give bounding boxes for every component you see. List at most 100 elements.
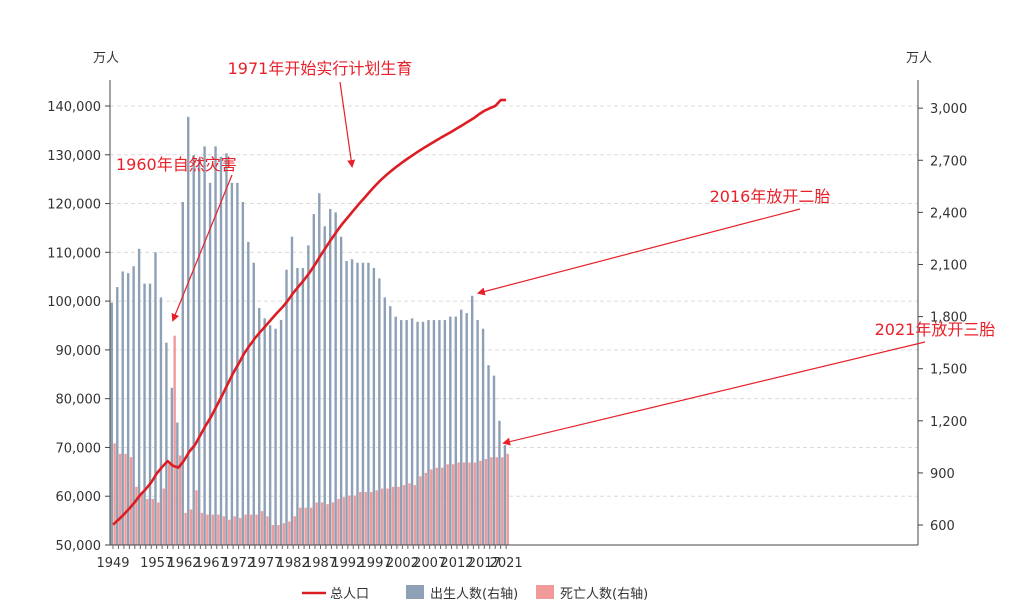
annotation-label: 2021年放开三胎 (875, 320, 996, 339)
legend-label: 死亡人数(右轴) (560, 587, 648, 602)
birth-bar (258, 307, 261, 545)
birth-bar (476, 320, 479, 545)
birth-bar (126, 273, 130, 545)
birth-bar (208, 182, 212, 545)
birth-bar (394, 316, 397, 545)
birth-bar (421, 321, 425, 545)
legend-label: 出生人数(右轴) (430, 587, 518, 602)
birth-bar (165, 342, 168, 545)
death-bar (113, 443, 116, 545)
death-bar (315, 502, 318, 545)
line-series (112, 98, 507, 526)
death-bar (124, 453, 127, 545)
death-bar (484, 459, 488, 545)
left-axis-tick-label: 80,000 (56, 393, 102, 408)
death-bar (244, 514, 247, 545)
x-axis-tick-label: 2021 (490, 556, 523, 571)
birth-bar (432, 320, 436, 545)
death-bar (413, 485, 417, 545)
right-axis-tick-label: 1,800 (930, 311, 967, 326)
death-bar (501, 457, 504, 545)
birth-bar (154, 252, 157, 545)
birth-bar (143, 283, 146, 545)
birth-bar (487, 365, 490, 545)
birth-bar (159, 297, 163, 545)
birth-bar (181, 201, 184, 545)
grid-lines (110, 105, 918, 497)
death-bar (293, 516, 296, 545)
death-bar (309, 507, 313, 545)
death-bar (435, 467, 438, 545)
left-axis-tick-label: 70,000 (56, 441, 102, 456)
left-axis-tick-label: 130,000 (47, 149, 101, 164)
death-bar (288, 521, 291, 545)
death-bar (408, 483, 411, 545)
birth-bar (307, 245, 310, 545)
right-axis-tick-label: 2,700 (930, 154, 967, 169)
birth-bar (345, 261, 348, 545)
death-bar (277, 525, 280, 545)
x-axis-tick-label: 1957 (140, 556, 173, 571)
x-axis-tick-label: 1992 (331, 556, 364, 571)
death-bar (206, 514, 209, 545)
birth-bar (443, 320, 447, 545)
death-bar (457, 462, 460, 545)
death-bar (424, 472, 428, 545)
birth-bar (503, 445, 507, 545)
birth-bar (405, 320, 408, 545)
death-bar (326, 504, 329, 545)
legend-label: 总人口 (330, 587, 369, 602)
annotations: 1971年开始实行计划生育 1960年自然灾害 2016年放开二胎 2021年放开三胎 (116, 59, 996, 446)
birth-bar (498, 420, 501, 545)
birth-bar (470, 295, 474, 545)
death-bar (189, 509, 193, 545)
annotation-label: 1971年开始实行计划生育 (228, 59, 413, 78)
birth-bar (214, 146, 217, 545)
death-bar (178, 455, 182, 545)
death-bar (380, 488, 384, 545)
death-bar (348, 495, 351, 545)
death-bar (299, 507, 302, 545)
left-axis-tick-label: 100,000 (47, 295, 101, 310)
x-axis-tick-label: 1997 (359, 556, 392, 571)
birth-bar (460, 309, 463, 545)
birth-bar (203, 146, 206, 545)
birth-bar (192, 155, 195, 545)
birth-bar (465, 313, 468, 545)
death-bar (118, 453, 122, 545)
x-axis-tick-label: 1982 (277, 556, 310, 571)
death-bar (151, 498, 155, 545)
death-bar (260, 511, 264, 545)
death-bar (195, 490, 198, 545)
birth-bar (372, 267, 376, 545)
birth-bar (329, 208, 332, 545)
x-axis-tick-label: 1962 (167, 556, 200, 571)
birth-bar (339, 236, 343, 546)
x-axis-tick-label: 1949 (96, 556, 129, 571)
right-axis-tick-label: 1,500 (930, 363, 967, 378)
death-bar (255, 514, 258, 545)
death-bar (222, 516, 225, 545)
death-bar (490, 457, 493, 545)
annotation-label: 2016年放开二胎 (710, 187, 831, 206)
birth-bar (399, 320, 403, 545)
death-bar (430, 469, 433, 545)
total-population-line (112, 98, 507, 526)
death-bar (304, 507, 307, 545)
birth-bar (116, 287, 119, 545)
birth-bar (323, 226, 326, 545)
left-axis-tick-label: 90,000 (56, 344, 102, 359)
bar-series (110, 116, 509, 546)
death-bar (495, 457, 498, 545)
death-bar (391, 486, 395, 545)
birth-bar (449, 316, 452, 545)
birth-bar (301, 267, 305, 545)
right-axis-tick-label: 900 (930, 467, 955, 482)
death-bar (370, 492, 373, 545)
birth-bar (290, 236, 294, 546)
death-bar (217, 514, 220, 545)
birth-bar (137, 248, 141, 545)
birth-bar (367, 262, 370, 545)
legend: 总人口 出生人数(右轴) 死亡人数(右轴) (302, 585, 648, 602)
death-bar (271, 525, 275, 545)
